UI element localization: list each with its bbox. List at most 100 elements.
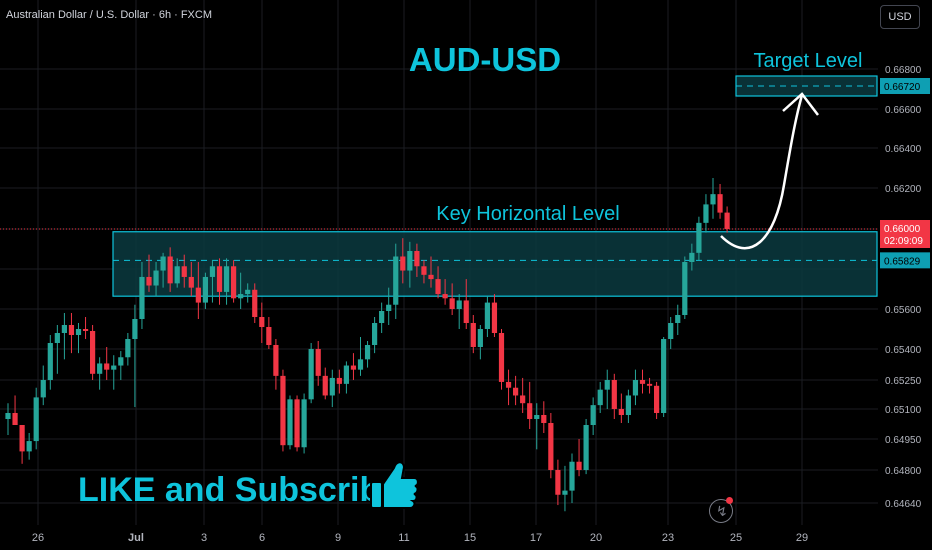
candle [639,369,646,394]
price-axis[interactable]: 0.66800 0.66600 0.66400 0.66200 0.65600 0.654… [885,65,922,510]
x-tick-label: 23 [662,532,674,544]
candle [54,325,60,374]
candle [5,403,11,435]
candle [421,260,427,284]
candle [97,357,103,390]
candle [336,369,342,394]
candle [491,294,498,337]
time-axis[interactable]: 26 Jul 3 6 9 11 15 17 20 23 25 29 [32,532,808,544]
bar-countdown: 02:09:09 [884,236,923,247]
candle [280,369,286,452]
candle [576,439,582,477]
candle [548,413,554,479]
y-tick-label: 0.64640 [885,499,922,510]
candle [266,317,272,349]
y-tick-label: 0.64950 [885,435,922,446]
x-tick-label: 26 [32,532,44,544]
y-tick-label: 0.64800 [885,466,922,477]
candle [118,351,124,380]
candle [393,243,399,319]
candle [562,465,568,512]
thumbs-up-icon [370,461,419,509]
candle [520,377,526,413]
x-tick-label: Jul [128,532,144,544]
candle [646,377,653,394]
candle [61,313,67,360]
y-tick-label: 0.66200 [885,184,922,195]
candle [160,252,166,288]
candle [597,381,603,413]
candle [386,287,392,325]
candle [414,243,420,277]
candle [583,419,589,475]
candle [75,323,82,354]
currency-button[interactable]: USD [880,5,920,29]
candle [618,393,624,423]
x-tick-label: 17 [530,532,542,544]
candle [477,325,483,360]
candle [252,283,258,323]
candle [329,369,335,408]
candle [463,279,469,329]
lightning-icon[interactable]: ↯ [709,497,733,523]
candle [456,294,462,329]
y-tick-label: 0.66400 [885,144,922,155]
candles [5,178,730,512]
candle [400,238,406,284]
candle [357,337,364,376]
candle [216,258,223,305]
candle [668,317,674,349]
candle [703,194,709,233]
candle [315,341,321,386]
key-level-price-label: 0.65829 [884,256,921,267]
candle [435,266,441,299]
candle [555,459,561,506]
projection-arrow [720,94,804,250]
candle [125,333,131,366]
y-tick-label: 0.65100 [885,405,922,416]
candle [195,262,201,319]
candle [343,361,349,394]
candle [611,373,617,419]
candle [47,335,53,390]
candle [484,296,490,337]
candle [372,317,378,354]
x-tick-label: 20 [590,532,602,544]
candle [209,260,216,303]
candle [675,304,681,335]
target-level-label: Target Level [754,50,863,72]
key-level-label: Key Horizontal Level [436,203,619,225]
candle [104,347,110,380]
y-tick-label: 0.65600 [885,305,922,316]
candle [132,304,138,408]
candle [689,243,695,271]
symbol-header: Australian Dollar / U.S. Dollar · 6h · F… [6,9,212,21]
candle [724,206,730,233]
candle [534,403,540,450]
x-tick-label: 11 [398,532,409,544]
candle [661,337,667,417]
target-price-label: 0.66720 [884,82,921,93]
candle [682,256,688,319]
candle [287,395,293,450]
candle [68,313,75,354]
candle [273,339,279,390]
notification-dot [726,497,733,504]
candle [498,329,505,390]
candle [527,381,533,429]
y-tick-label: 0.66800 [885,65,922,76]
candle [33,387,39,450]
candle [153,262,159,297]
candle [364,341,371,368]
y-tick-label: 0.65400 [885,345,922,356]
candle [442,279,448,305]
candle [188,262,194,297]
candle [379,302,385,333]
candle [604,369,610,409]
candle [505,369,512,406]
candle [654,381,660,419]
x-tick-label: 9 [335,532,341,544]
candle [301,393,307,454]
candle [139,262,145,329]
